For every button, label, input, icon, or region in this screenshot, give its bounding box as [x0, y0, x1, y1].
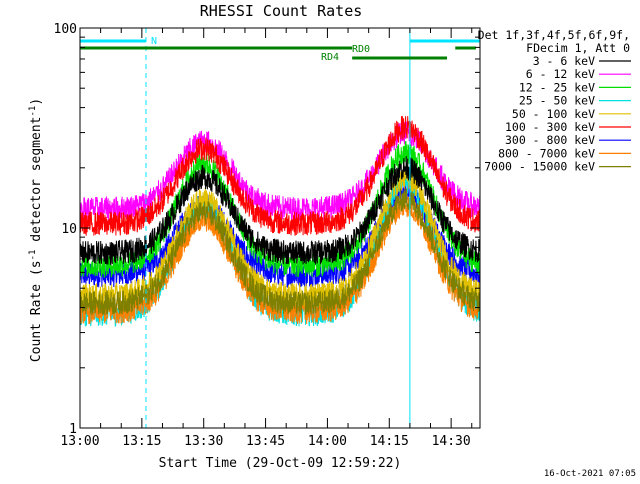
legend: Det 1f,3f,4f,5f,6f,9f,FDecim 1, Att 03 -…: [478, 28, 631, 174]
timestamp: 16-Oct-2021 07:05: [544, 469, 636, 479]
series-line-6-12-kev: [80, 120, 480, 222]
x-tick-label: 13:00: [60, 434, 99, 449]
x-axis-label: Start Time (29-Oct-09 12:59:22): [159, 456, 402, 471]
y-tick-label: 10: [61, 222, 77, 237]
x-tick-label: 13:15: [122, 434, 161, 449]
legend-header-line: Det 1f,3f,4f,5f,6f,9f,: [478, 28, 630, 42]
legend-header-line: FDecim 1, Att 0: [526, 41, 630, 55]
legend-label: 25 - 50 keV: [519, 94, 595, 108]
legend-label: 6 - 12 keV: [526, 67, 595, 81]
y-tick-label: 1: [69, 422, 77, 437]
night-label: N: [151, 36, 157, 47]
rd4-label: RD4: [321, 52, 339, 63]
rd0-label: RD0: [352, 44, 370, 55]
y-tick-label: 100: [54, 22, 77, 37]
legend-label: 100 - 300 keV: [505, 120, 595, 134]
series-line-100-300-kev: [80, 116, 480, 236]
axes: 13:00 13:15 13:30 13:45 14:00 14:15 14:30 1 10 10…: [54, 22, 481, 449]
legend-label: 300 - 800 keV: [505, 133, 595, 147]
x-tick-label: 13:45: [246, 434, 285, 449]
legend-label: 12 - 25 keV: [519, 80, 595, 94]
legend-label: 7000 - 15000 keV: [484, 160, 595, 174]
series-line-3-6-kev: [80, 156, 480, 266]
chart-title: RHESSI Count Rates: [200, 2, 363, 20]
series-group: [80, 116, 480, 328]
x-tick-label: 14:00: [308, 434, 347, 449]
y-axis-label: Count Rate (s-1 detector segment-1): [28, 98, 44, 362]
legend-label: 3 - 6 keV: [533, 54, 595, 68]
plot-area: N RD0 RD4: [79, 28, 481, 428]
x-tick-label: 13:30: [184, 434, 223, 449]
x-tick-label: 14:15: [370, 434, 409, 449]
series-line-12-25-kev: [80, 140, 480, 279]
series-line-7000-15000-kev: [80, 187, 480, 316]
legend-label: 800 - 7000 keV: [498, 146, 595, 160]
x-tick-label: 14:30: [432, 434, 471, 449]
legend-label: 50 - 100 keV: [512, 107, 595, 121]
